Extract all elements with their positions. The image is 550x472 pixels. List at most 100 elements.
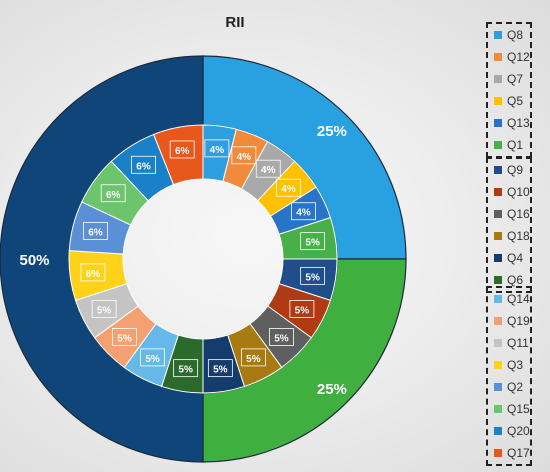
legend-item-q11: Q11 [488, 332, 530, 354]
legend-item-q2: Q2 [488, 376, 530, 398]
inner-slice-label-q6: 5% [178, 365, 193, 376]
legend-swatch [494, 449, 502, 457]
legend-item-q4: Q4 [488, 247, 530, 269]
inner-slice-label-q19: 5% [117, 333, 132, 344]
inner-slice-label-q11: 5% [97, 305, 112, 316]
legend-label: Q13 [507, 116, 530, 130]
legend-label: Q11 [507, 336, 529, 350]
legend-swatch [494, 361, 502, 369]
legend-item-q13: Q13 [488, 112, 530, 134]
legend-item-q1: Q1 [488, 134, 530, 156]
inner-slice-label-q14: 5% [145, 354, 160, 365]
inner-slice-label-q12: 4% [237, 152, 252, 163]
legend-label: Q18 [507, 229, 530, 243]
legend-swatch [494, 119, 502, 127]
inner-slice-label-q9: 5% [305, 272, 320, 283]
outer-slice-label-2: 50% [19, 252, 49, 269]
legend-label: Q15 [507, 402, 530, 416]
legend-group-2: Q9 Q10 Q16 Q18 Q4 Q6 [486, 157, 532, 293]
inner-slice-label-q1: 5% [305, 238, 320, 249]
inner-slice-label-q3: 6% [86, 269, 101, 280]
inner-slice-label-q10: 5% [295, 305, 310, 316]
inner-label-bg-q6 [173, 359, 199, 378]
legend-item-q18: Q18 [488, 225, 530, 247]
legend-swatch [494, 188, 502, 196]
inner-label-bg-q13 [291, 202, 316, 221]
legend-label: Q6 [507, 273, 524, 287]
legend-label: Q14 [507, 292, 530, 306]
legend-label: Q5 [507, 94, 524, 108]
inner-label-bg-q3 [80, 263, 106, 282]
legend-label: Q20 [507, 424, 530, 438]
inner-slice-label-q15: 6% [106, 190, 121, 201]
legend-item-q19: Q19 [488, 310, 530, 332]
legend-item-q16: Q16 [488, 203, 530, 225]
inner-slice-label-q5: 4% [281, 184, 296, 195]
legend-group-3: Q14 Q19 Q11 Q3 Q2 Q15 Q20 Q17 [486, 286, 532, 466]
inner-slice-label-q20: 6% [136, 161, 151, 172]
legend-label: Q2 [507, 380, 524, 394]
inner-label-bg-q1 [300, 232, 326, 251]
legend-label: Q17 [507, 446, 530, 460]
inner-label-bg-q4 [207, 359, 233, 378]
inner-label-bg-q9 [300, 266, 326, 285]
legend-label: Q7 [507, 72, 524, 86]
legend-item-q8: Q8 [488, 24, 530, 46]
inner-label-bg-q14 [140, 348, 166, 367]
legend-label: Q8 [507, 28, 524, 42]
outer-slice-label-0: 25% [317, 123, 347, 140]
legend-swatch [494, 31, 502, 39]
legend-label: Q12 [507, 50, 530, 64]
legend-swatch [494, 166, 502, 174]
inner-slice-label-q18: 5% [246, 354, 261, 365]
chart-title: RII [225, 14, 245, 31]
legend-swatch [494, 254, 502, 262]
legend-swatch [494, 405, 502, 413]
inner-slice-label-q8: 4% [210, 145, 225, 156]
inner-label-bg-q19 [112, 328, 137, 346]
legend-label: Q3 [507, 358, 524, 372]
legend-item-q17: Q17 [488, 442, 530, 464]
legend-item-q9: Q9 [488, 159, 530, 181]
legend-item-q7: Q7 [488, 68, 530, 90]
legend-item-q6: Q6 [488, 269, 530, 291]
legend-item-q20: Q20 [488, 420, 530, 442]
legend-label: Q1 [507, 138, 524, 152]
donut-chart: 25% 25% 50% 4% 4% 4% 4% 4% 5% 5% 5% 5% 5% 5% 5% 5% 5% 5% 6… [0, 55, 407, 463]
inner-label-bg-q17 [169, 140, 195, 159]
inner-slice-label-q16: 5% [274, 333, 289, 344]
legend-swatch [494, 53, 502, 61]
inner-label-bg-q8 [204, 139, 230, 158]
inner-label-bg-q20 [131, 155, 156, 174]
outer-slice-label-1: 25% [317, 381, 347, 398]
inner-label-bg-q16 [269, 328, 294, 346]
inner-label-bg-q18 [240, 348, 266, 367]
legend-swatch [494, 427, 502, 435]
legend-swatch [494, 232, 502, 240]
inner-slice-label-q4: 5% [213, 365, 228, 376]
legend-label: Q19 [507, 314, 530, 328]
inner-label-bg-q5 [276, 178, 301, 197]
legend-swatch [494, 317, 502, 325]
inner-slice-label-q7: 4% [261, 165, 276, 176]
legend-swatch [494, 339, 502, 347]
legend-swatch [494, 295, 502, 303]
legend-item-q14: Q14 [488, 288, 530, 310]
legend-swatch [494, 383, 502, 391]
inner-label-bg-q7 [255, 159, 281, 178]
legend-label: Q9 [507, 163, 524, 177]
legend-swatch [494, 210, 502, 218]
legend-group-1: Q8 Q12 Q7 Q5 Q13 Q1 [486, 22, 532, 158]
inner-label-bg-q2 [83, 221, 108, 240]
legend-swatch [494, 97, 502, 105]
legend-item-q10: Q10 [488, 181, 530, 203]
inner-slice-label-q2: 6% [88, 227, 103, 238]
inner-slice-label-q13: 4% [296, 208, 311, 219]
inner-label-bg-q12 [231, 146, 257, 165]
legend-swatch [494, 141, 502, 149]
legend-label: Q16 [507, 207, 530, 221]
legend-item-q12: Q12 [488, 46, 530, 68]
legend-item-q5: Q5 [488, 90, 530, 112]
inner-label-bg-q11 [91, 299, 117, 318]
